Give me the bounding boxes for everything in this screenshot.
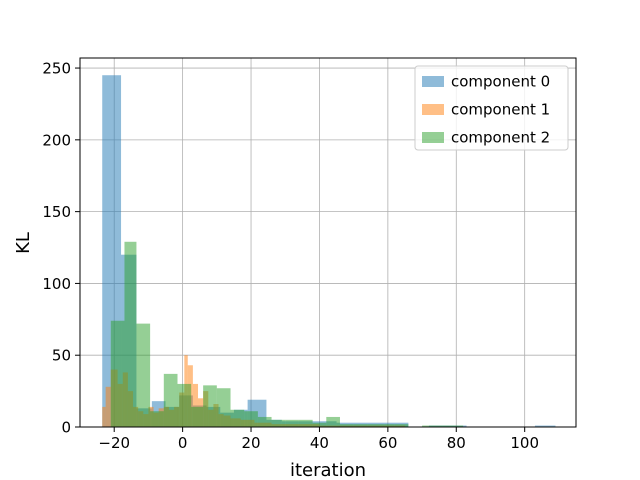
x-tick-label: 0 — [178, 434, 188, 452]
x-tick-label: 20 — [241, 434, 260, 452]
bar — [298, 419, 313, 427]
bar — [326, 416, 340, 427]
bars — [102, 75, 556, 428]
legend-box — [414, 65, 569, 151]
bar — [381, 424, 395, 427]
y-tick-label: 0 — [61, 419, 71, 437]
bar — [257, 416, 272, 427]
legend-label: component 1 — [451, 101, 550, 119]
x-tick-label: 100 — [510, 434, 539, 452]
ticks: −20 0 20 40 60 80 100 0 50 100 150 200 250 — [42, 60, 539, 452]
y-tick-label: 150 — [42, 203, 71, 221]
bar — [216, 388, 231, 427]
y-axis-label: KL — [13, 232, 34, 254]
x-axis-label: iteration — [290, 460, 366, 480]
bar — [353, 424, 368, 427]
x-tick-label: 40 — [310, 434, 329, 452]
legend-label: component 2 — [451, 129, 550, 147]
x-tick-label: 60 — [378, 434, 397, 452]
bar — [192, 383, 199, 427]
bar — [339, 424, 354, 427]
bar — [136, 323, 151, 427]
bar — [150, 411, 164, 427]
bar — [394, 424, 409, 427]
bar — [110, 320, 125, 427]
bar — [163, 373, 178, 427]
bar — [534, 425, 556, 427]
bar — [285, 419, 299, 427]
y-tick-label: 200 — [42, 131, 71, 149]
x-tick-label: 80 — [447, 434, 466, 452]
y-tick-label: 50 — [52, 347, 71, 365]
bar — [102, 406, 106, 427]
bar — [203, 385, 217, 427]
bar — [442, 425, 464, 427]
legend-label: component 0 — [451, 73, 550, 91]
x-tick-label: −20 — [98, 434, 130, 452]
bar — [422, 425, 443, 427]
bar — [367, 424, 382, 427]
legend-swatch — [422, 104, 444, 115]
bar — [230, 409, 245, 427]
y-tick-label: 250 — [42, 60, 71, 78]
legend-swatch — [422, 76, 444, 87]
bar — [244, 411, 258, 427]
y-tick-label: 100 — [42, 275, 71, 293]
plot-frame — [79, 57, 577, 428]
bar — [177, 383, 192, 427]
legend: component 0 component 1 component 2 — [414, 65, 569, 151]
legend-swatch — [422, 132, 444, 143]
bar — [124, 241, 137, 427]
series-2-bars — [110, 241, 464, 427]
bar — [271, 419, 286, 427]
bar — [312, 422, 327, 427]
bar — [105, 386, 111, 427]
bar — [191, 406, 204, 427]
